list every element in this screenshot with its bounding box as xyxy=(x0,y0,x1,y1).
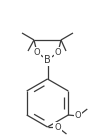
Text: B: B xyxy=(44,55,51,65)
Text: O: O xyxy=(54,122,61,131)
Text: O: O xyxy=(34,48,40,57)
Text: O: O xyxy=(55,48,61,57)
Text: O: O xyxy=(75,111,82,121)
